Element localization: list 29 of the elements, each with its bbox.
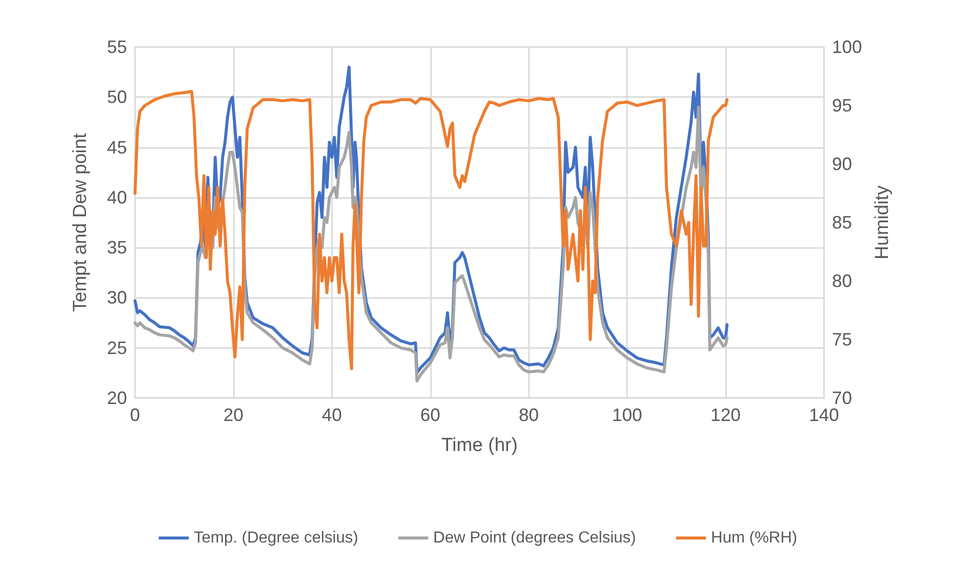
x-tick-label: 100 (612, 405, 642, 425)
y-tick-label: 40 (106, 187, 127, 208)
y-tick-label: 35 (106, 238, 127, 258)
legend-label: Dew Point (degrees Celsius) (433, 530, 636, 546)
x-tick-label: 20 (223, 405, 244, 425)
x-axis-title: Time (hr) (441, 435, 518, 456)
y-tick-label: 20 (106, 388, 127, 408)
x-tick-label: 0 (130, 405, 140, 425)
legend-label: Temp. (Degree celsius) (194, 530, 358, 546)
y-tick-label: 25 (106, 338, 127, 358)
y2-tick-label: 85 (832, 212, 852, 232)
x-tick-label: 60 (420, 405, 440, 425)
y-tick-label: 55 (106, 37, 127, 57)
y-tick-label: 45 (106, 137, 127, 158)
y-tick-label: 30 (106, 288, 127, 308)
x-tick-label: 140 (808, 405, 840, 425)
legend-label: Hum (%RH) (711, 530, 798, 546)
y-tick-label: 50 (106, 87, 127, 108)
x-tick-label: 120 (710, 405, 741, 425)
y2-tick-label: 70 (832, 388, 852, 408)
y2-tick-label: 95 (832, 96, 852, 116)
y2-tick-label: 80 (832, 271, 852, 291)
y-axis-title: Tempt and Dew point (70, 132, 91, 312)
x-tick-label: 80 (518, 405, 539, 425)
y2-tick-label: 90 (832, 154, 852, 174)
y2-tick-label: 75 (832, 330, 852, 350)
y2-axis-title: Humidity (872, 185, 893, 260)
y2-tick-label: 100 (832, 37, 862, 57)
x-tick-label: 40 (322, 405, 342, 425)
